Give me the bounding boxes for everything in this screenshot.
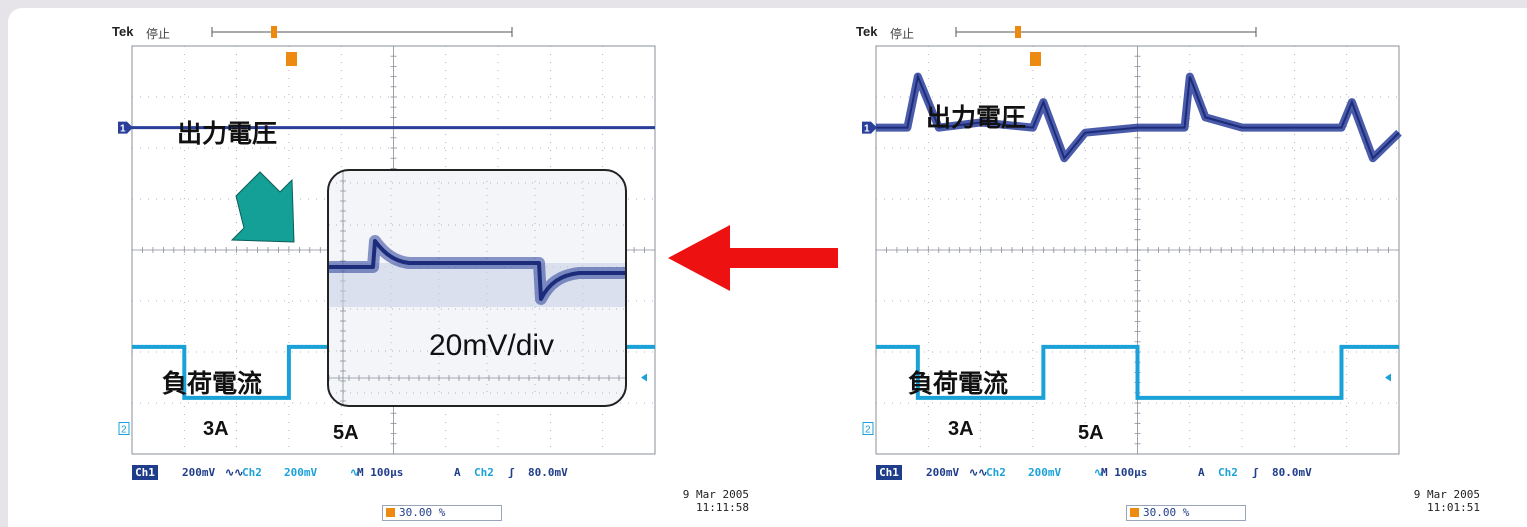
level-low-label: 3A xyxy=(203,418,229,440)
trigger-level-label: 80.0mV xyxy=(1272,466,1312,479)
bandwidth-icon: ∿∿ xyxy=(969,466,988,479)
trigger-marker-icon xyxy=(1130,508,1139,517)
capture-date: 9 Mar 2005 xyxy=(682,488,749,501)
output-voltage-label: 出力電圧 xyxy=(177,119,278,148)
trigger-mode-label: A xyxy=(1198,466,1205,479)
ch2-ground-marker xyxy=(862,422,874,435)
ch2-offscreen-arrow-icon xyxy=(641,373,647,382)
bandwidth-icon: ∿ xyxy=(350,466,360,479)
ch1-badge: Ch1 xyxy=(876,465,902,480)
trigger-point-icon xyxy=(286,52,297,66)
ch1-scale: 200mV xyxy=(926,466,960,479)
zoom-inset: 20mV/div xyxy=(327,169,627,407)
level-low-label: 3A xyxy=(948,418,974,440)
ch2-scale: 200mV xyxy=(1028,466,1062,479)
bandwidth-icon: ∿∿ xyxy=(225,466,244,479)
timebase-label: M 100µs xyxy=(357,466,404,479)
trigger-position-indicator xyxy=(271,26,277,38)
ch1-ground-marker xyxy=(862,121,877,134)
trigger-source-label: Ch2 xyxy=(1218,466,1238,479)
load-current-label: 負荷電流 xyxy=(908,369,1009,398)
capture-time: 11:11:58 xyxy=(696,501,749,514)
brand-label: Tek xyxy=(856,24,878,39)
ch1-scale: 200mV xyxy=(182,466,216,479)
trigger-level-label: 80.0mV xyxy=(528,466,568,479)
level-high-label: 5A xyxy=(1078,422,1104,444)
capture-timestamp: 9 Mar 2005 11:11:58 xyxy=(649,488,749,514)
status-bar: Ch1 200mV ∿∿ Ch2 200mV ∿ M 100µs A Ch2 ʃ… xyxy=(132,465,655,481)
ch2-label: Ch2 xyxy=(986,466,1006,479)
bandwidth-icon: ∿ xyxy=(1094,466,1104,479)
ch2-scale: 200mV xyxy=(284,466,318,479)
ch2-marker-label: 2 xyxy=(865,425,871,436)
inset-trace xyxy=(329,239,625,301)
ch2-label: Ch2 xyxy=(242,466,262,479)
red-arrow-icon xyxy=(668,225,838,291)
trigger-slope-icon: ʃ xyxy=(1252,466,1259,479)
inset-scale-label: 20mV/div xyxy=(429,329,555,362)
ch1-marker-label: 1 xyxy=(864,124,870,135)
trigger-position-value: 30.00 % xyxy=(399,506,446,519)
zoom-inset-plot xyxy=(329,171,625,405)
output-voltage-label: 出力電圧 xyxy=(926,103,1027,132)
ch2-offscreen-arrow-icon xyxy=(1385,373,1391,382)
run-state-label: 停止 xyxy=(146,27,171,41)
capture-date: 9 Mar 2005 xyxy=(1413,488,1480,501)
trigger-mode-label: A xyxy=(454,466,461,479)
ch2-marker-label: 2 xyxy=(121,425,127,436)
load-current-label: 負荷電流 xyxy=(162,369,263,398)
trigger-marker-icon xyxy=(386,508,395,517)
trigger-position-box: 30.00 % xyxy=(1126,505,1246,521)
trigger-slope-icon: ʃ xyxy=(508,466,515,479)
capture-timestamp: 9 Mar 2005 11:01:51 xyxy=(1380,488,1480,514)
trigger-position-value: 30.00 % xyxy=(1143,506,1190,519)
load-current-trace xyxy=(876,344,1399,400)
trigger-source-label: Ch2 xyxy=(474,466,494,479)
ch1-badge: Ch1 xyxy=(132,465,158,480)
trigger-position-indicator xyxy=(1015,26,1021,38)
ch1-ground-marker xyxy=(118,121,133,134)
run-state-label: 停止 xyxy=(890,27,915,41)
ch2-ground-marker xyxy=(118,422,130,435)
output-voltage-trace-core xyxy=(876,73,1400,161)
ch1-marker-label: 1 xyxy=(120,124,126,135)
scope-plot-right: 12 xyxy=(862,26,1402,455)
status-bar: Ch1 200mV ∿∿ Ch2 200mV ∿ M 100µs A Ch2 ʃ… xyxy=(876,465,1399,481)
scope-plot-left: 12 xyxy=(118,26,656,455)
trigger-position-box: 30.00 % xyxy=(382,505,502,521)
timebase-label: M 100µs xyxy=(1101,466,1148,479)
level-high-label: 5A xyxy=(333,422,359,444)
brand-label: Tek xyxy=(112,24,134,39)
capture-time: 11:01:51 xyxy=(1427,501,1480,514)
teal-arrow-icon xyxy=(230,171,295,243)
trigger-point-icon xyxy=(1030,52,1041,66)
